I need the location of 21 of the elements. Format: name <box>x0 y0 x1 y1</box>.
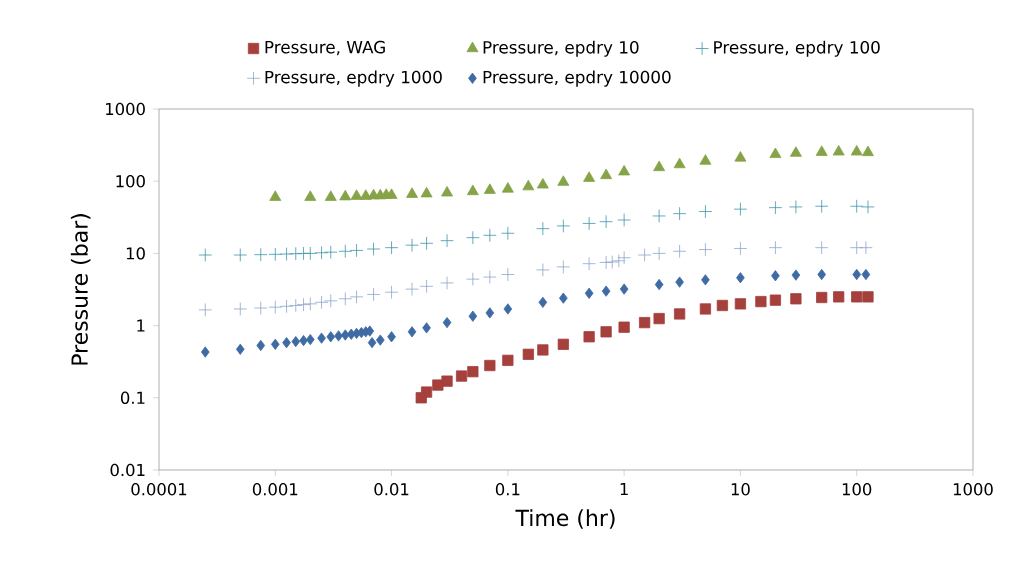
x-tick-label: 100 <box>842 483 872 496</box>
legend-label: Pressure, WAG <box>265 40 385 56</box>
legend-label: Pressure, epdry 1000 <box>265 70 442 87</box>
x-tick-label: 0.0001 <box>131 483 187 496</box>
x-axis-title: Time (hr) <box>515 509 615 529</box>
x-tick-label: 1 <box>620 483 628 496</box>
y-tick-label: 10 <box>126 247 145 260</box>
legend-label: Pressure, epdry 10 <box>483 40 639 57</box>
x-tick-label: 0.001 <box>252 483 298 496</box>
x-tick-label: 0.01 <box>374 483 409 496</box>
y-tick-label: 0.1 <box>120 391 145 404</box>
legend-label: Pressure, epdry 10000 <box>483 70 671 87</box>
y-tick-label: 1000 <box>106 102 145 116</box>
y-tick-label: 1 <box>137 319 145 332</box>
y-tick-label: 100 <box>116 174 145 188</box>
legend-label: Pressure, epdry 100 <box>714 40 880 57</box>
x-tick-label: 10 <box>731 483 750 496</box>
x-tick-label: 1000 <box>953 483 993 496</box>
x-tick-label: 0.1 <box>495 483 520 496</box>
y-axis-title: Pressure (bar) <box>70 214 91 365</box>
y-tick-label: 0.01 <box>110 463 145 477</box>
